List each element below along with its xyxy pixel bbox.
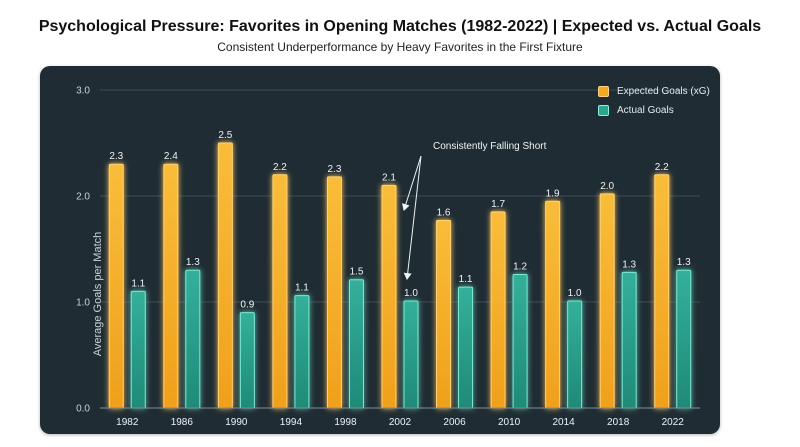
data-label-expected: 2.3 — [328, 164, 342, 175]
y-tick-label: 0.0 — [76, 404, 90, 415]
y-tick-label: 2.0 — [76, 192, 90, 203]
annotation-text: Consistently Falling Short — [433, 141, 547, 152]
bar-expected — [599, 193, 615, 409]
legend-swatch-actual — [598, 105, 609, 116]
chart-subtitle: Consistent Underperformance by Heavy Fav… — [217, 40, 583, 54]
chart-plot: 2.3 1.1 2.4 1.3 2.5 0.9 2.2 1.1 2.3 1.5 2.1 1.0 1.6 1… — [76, 86, 700, 428]
data-label-actual: 1.5 — [350, 267, 364, 278]
legend-item-expected: Expected Goals (xG) — [598, 82, 710, 101]
bar-actual — [294, 295, 310, 409]
bar-expected — [490, 211, 506, 409]
y-tick-label: 3.0 — [76, 86, 90, 97]
bar-actual — [458, 286, 474, 409]
y-axis-title: Average Goals per Match — [92, 231, 104, 357]
data-label-actual: 1.0 — [404, 288, 418, 299]
data-label-actual: 1.0 — [568, 288, 582, 299]
bar-expected — [108, 163, 124, 409]
x-tick-label: 2022 — [662, 417, 685, 428]
data-labels: 2.3 1.1 2.4 1.3 2.5 0.9 2.2 1.1 2.3 1.5 2.1 1.0 1.6 1… — [109, 130, 691, 311]
bar-actual — [185, 269, 201, 409]
bar-actual — [130, 290, 146, 409]
data-label-expected: 1.9 — [546, 188, 560, 199]
data-label-actual: 1.1 — [295, 283, 309, 294]
legend-label-expected: Expected Goals (xG) — [617, 86, 710, 97]
legend-label-actual: Actual Goals — [617, 105, 674, 116]
bar-expected — [381, 184, 397, 409]
bar-expected — [163, 163, 179, 409]
y-tick-label: 1.0 — [76, 298, 90, 309]
bar-expected — [217, 142, 233, 409]
data-label-expected: 2.3 — [109, 151, 123, 162]
annotation-arrows — [401, 155, 422, 280]
data-label-expected: 1.7 — [491, 199, 505, 210]
x-tick-label: 2014 — [553, 417, 576, 428]
x-tick-label: 2006 — [443, 417, 466, 428]
x-tick-label: 2002 — [389, 417, 412, 428]
bar-expected — [654, 174, 670, 409]
x-tick-label: 1994 — [280, 417, 303, 428]
annotation-arrow-upper — [401, 155, 422, 211]
x-tick-label: 2018 — [607, 417, 630, 428]
data-label-expected: 1.6 — [437, 207, 451, 218]
data-label-expected: 2.2 — [273, 162, 287, 173]
x-tick-label: 1990 — [225, 417, 248, 428]
bar-actual — [621, 271, 637, 409]
bar-actual — [567, 300, 583, 409]
legend: Expected Goals (xG) Actual Goals — [598, 82, 710, 120]
x-tick-label: 1998 — [334, 417, 357, 428]
data-label-actual: 1.3 — [186, 257, 200, 268]
data-label-actual: 1.1 — [131, 278, 145, 289]
data-label-expected: 2.1 — [382, 172, 396, 183]
data-label-expected: 2.5 — [218, 130, 232, 141]
data-label-expected: 2.2 — [655, 162, 669, 173]
x-tick-label: 1986 — [171, 417, 194, 428]
bar-expected — [436, 219, 452, 409]
x-tick-label: 2010 — [498, 417, 521, 428]
axes: 0.0 1.0 2.0 3.0 1982 1986 1990 1994 1998 2002 2006… — [76, 86, 700, 428]
data-label-actual: 0.9 — [240, 300, 254, 311]
legend-item-actual: Actual Goals — [598, 101, 710, 120]
data-label-expected: 2.0 — [600, 181, 614, 192]
data-label-actual: 1.3 — [677, 257, 691, 268]
data-label-actual: 1.1 — [459, 274, 473, 285]
x-tick-label: 1982 — [116, 417, 139, 428]
data-label-actual: 1.2 — [513, 261, 527, 272]
data-label-actual: 1.3 — [622, 259, 636, 270]
bar-actual — [512, 273, 528, 409]
bar-actual — [676, 269, 692, 409]
chart-panel: 2.3 1.1 2.4 1.3 2.5 0.9 2.2 1.1 2.3 1.5 2.1 1.0 1.6 1… — [40, 66, 720, 434]
bar-expected — [272, 174, 288, 409]
bars — [108, 142, 692, 409]
legend-swatch-expected — [598, 86, 609, 97]
annotation-arrow-lower — [403, 155, 422, 280]
bar-actual — [239, 312, 255, 409]
bar-actual — [348, 279, 364, 409]
chart-title: Psychological Pressure: Favorites in Ope… — [38, 18, 762, 35]
bar-actual — [403, 300, 419, 409]
bar-expected — [545, 200, 561, 409]
bar-expected — [326, 176, 342, 409]
data-label-expected: 2.4 — [164, 151, 178, 162]
